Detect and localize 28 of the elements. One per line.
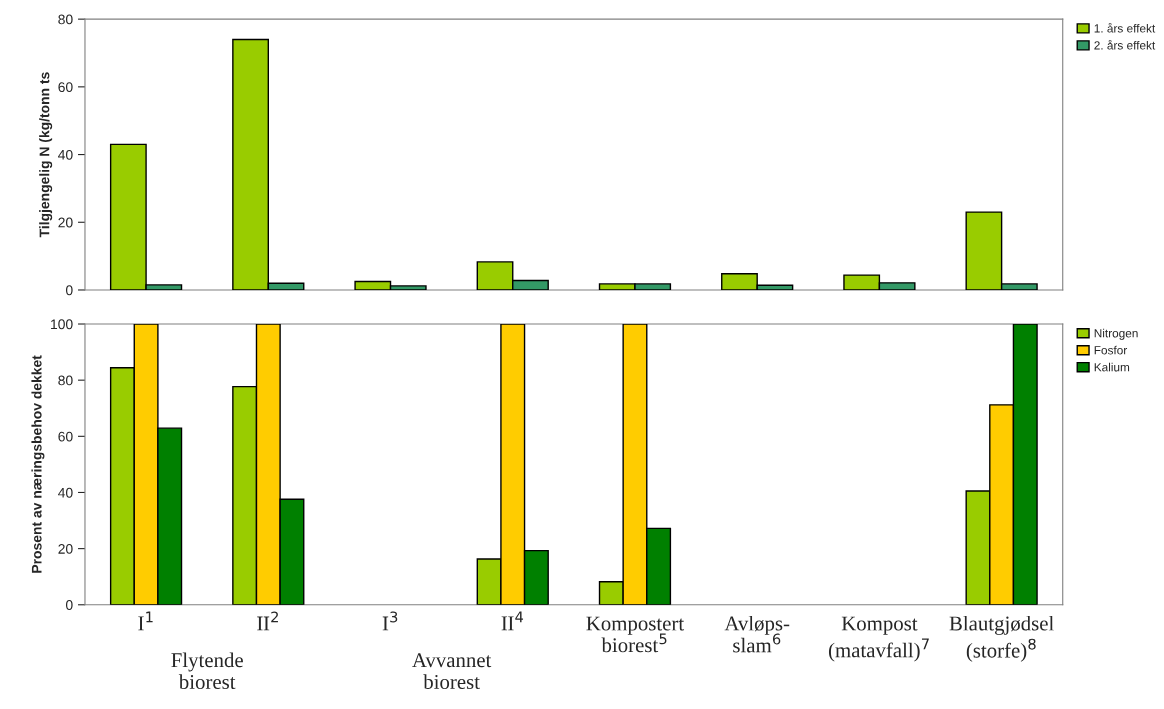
legend-label: Fosfor (1094, 345, 1128, 355)
y-tick-label: 0 (65, 600, 73, 610)
y-tick-label: 40 (58, 149, 73, 160)
y-tick-label: 80 (58, 375, 73, 386)
text: Flytende biorest (171, 652, 243, 690)
text: Avvannet biorest (412, 653, 492, 689)
legend-label: 1. års effekt (1094, 22, 1156, 33)
legend-label: Nitrogen (1094, 328, 1138, 340)
y-tick-label: 60 (58, 431, 73, 442)
x-tick-label: Avløps- slam$^{6}$ (724, 615, 790, 653)
x-tick-label: II$^{4}$ (501, 611, 524, 631)
y-axis-title: Prosent av næringsbehov dekket (31, 355, 45, 573)
x-tick-label: II$^{2}$ (257, 611, 278, 631)
y-tick-label: 60 (58, 82, 73, 93)
y-tick-label: 40 (58, 487, 73, 498)
y-tick-label: 0 (65, 285, 73, 296)
y-tick-label: 20 (58, 543, 73, 554)
y-tick-label: 100 (51, 319, 73, 330)
x-tick-label: I$^{3}$ (382, 611, 398, 631)
y-axis-title: Tilgjengelig N (kg/tonn ts (39, 72, 53, 238)
x-tick-label: Blautgjødsel (storfe)$^{8}$ (949, 615, 1054, 662)
x-tick-label: Kompost (matavfall)$^{7}$ (828, 616, 929, 662)
y-tick-label: 20 (58, 217, 73, 228)
legend-label: 2. års effekt (1094, 39, 1156, 50)
x-tick-label: I$^{1}$ (138, 611, 153, 631)
x-tick-label: Kompostert biorest$^{5}$ (586, 616, 685, 653)
y-tick-label: 80 (58, 14, 73, 25)
legend-label: Kalium (1094, 362, 1130, 372)
